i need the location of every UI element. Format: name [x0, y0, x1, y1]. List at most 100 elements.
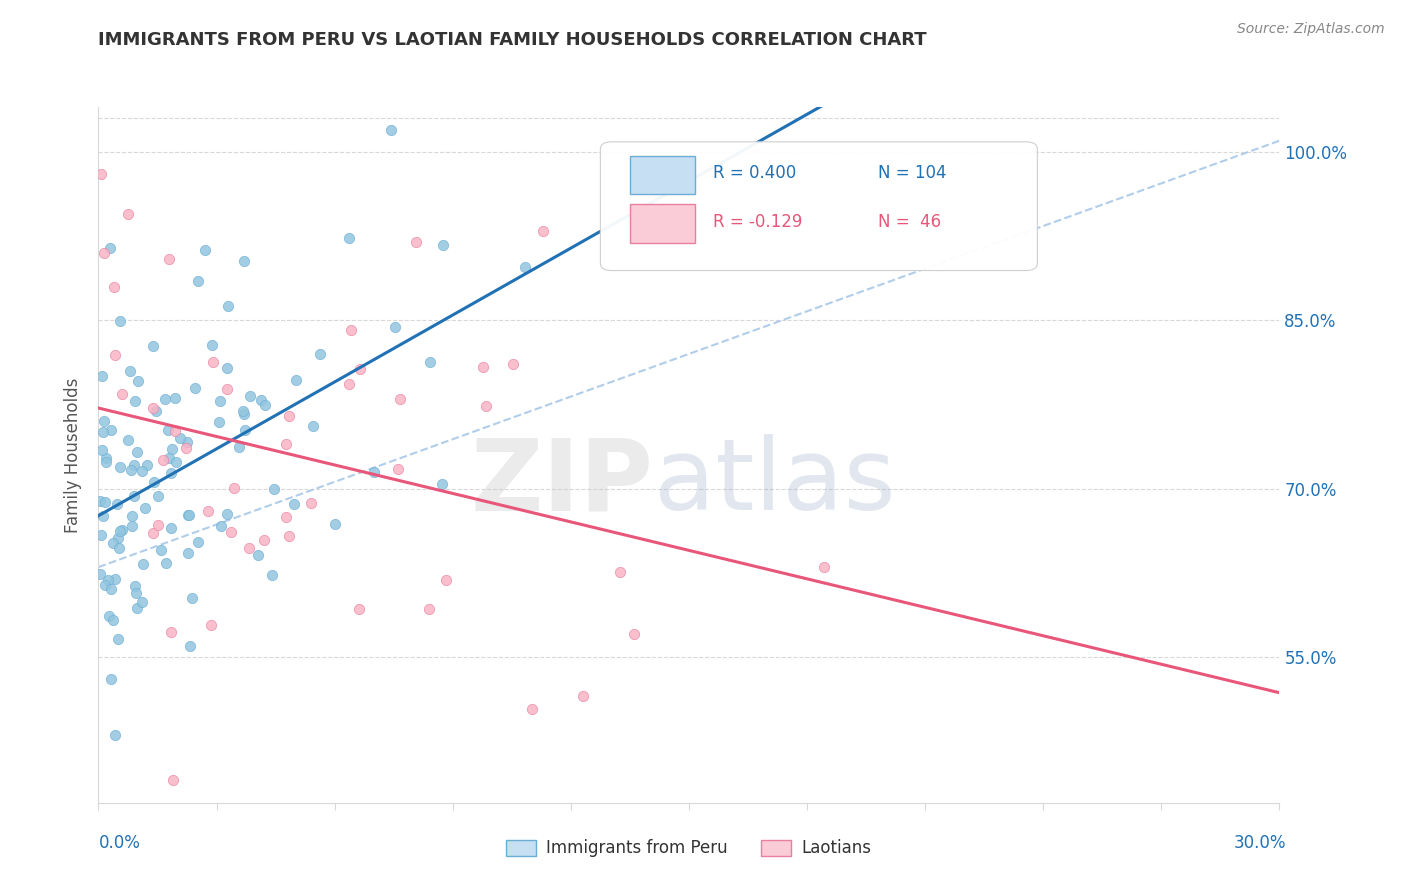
Point — [117, 207, 139, 221]
Point — [94, 450, 117, 465]
Point — [117, 434, 139, 448]
Point — [107, 531, 129, 545]
Point — [91, 425, 114, 439]
Point — [246, 549, 269, 563]
Point — [100, 673, 122, 687]
Point — [299, 496, 322, 510]
Point — [221, 525, 243, 540]
FancyBboxPatch shape — [600, 142, 1038, 270]
Point — [165, 455, 187, 469]
Point — [104, 729, 127, 743]
Point — [363, 465, 385, 479]
Point — [337, 230, 360, 244]
Point — [201, 338, 224, 352]
Point — [160, 624, 183, 639]
Point — [120, 463, 142, 477]
Point — [405, 235, 427, 249]
Point — [177, 546, 200, 560]
Point — [215, 382, 238, 396]
Point — [384, 320, 406, 334]
Point — [155, 392, 177, 406]
Point — [302, 418, 325, 433]
Point — [262, 568, 284, 582]
Point — [111, 387, 134, 401]
Point — [105, 497, 128, 511]
Point — [217, 361, 239, 376]
Point — [215, 507, 238, 521]
Point — [813, 560, 835, 574]
Text: R = 0.400: R = 0.400 — [713, 164, 796, 182]
Point — [103, 536, 125, 550]
Point — [155, 556, 177, 570]
Point — [263, 482, 285, 496]
Point — [148, 517, 170, 532]
Point — [165, 391, 187, 405]
Point — [239, 389, 262, 403]
Point — [108, 524, 131, 538]
Point — [197, 504, 219, 518]
Point — [157, 423, 180, 437]
Point — [623, 627, 645, 641]
Point — [434, 573, 457, 587]
Point — [131, 465, 153, 479]
Point — [135, 458, 157, 472]
Point — [217, 299, 239, 313]
Point — [323, 517, 346, 532]
Text: N = 104: N = 104 — [877, 164, 946, 182]
Point — [150, 543, 173, 558]
Point — [159, 451, 181, 466]
Point — [209, 519, 232, 533]
Point — [91, 508, 114, 523]
Text: 30.0%: 30.0% — [1234, 834, 1286, 852]
Point — [90, 443, 112, 458]
Point — [132, 557, 155, 571]
Point — [176, 434, 198, 449]
Point — [157, 252, 180, 267]
Point — [232, 254, 254, 268]
Point — [98, 241, 121, 255]
Point — [118, 364, 141, 378]
Point — [142, 401, 165, 415]
Point — [143, 475, 166, 490]
Point — [163, 424, 186, 438]
Point — [93, 414, 115, 428]
Point — [513, 260, 536, 275]
Text: IMMIGRANTS FROM PERU VS LAOTIAN FAMILY HOUSEHOLDS CORRELATION CHART: IMMIGRANTS FROM PERU VS LAOTIAN FAMILY H… — [98, 31, 927, 49]
Point — [162, 773, 184, 788]
Point — [531, 224, 554, 238]
Point — [103, 348, 125, 362]
Point — [208, 394, 231, 409]
Point — [475, 399, 498, 413]
Point — [179, 639, 201, 653]
Point — [276, 509, 298, 524]
Point — [339, 323, 361, 337]
Point — [121, 508, 143, 523]
Point — [124, 394, 146, 409]
Point — [122, 458, 145, 472]
Legend: Immigrants from Peru, Laotians: Immigrants from Peru, Laotians — [499, 833, 879, 864]
Point — [89, 567, 111, 582]
Text: atlas: atlas — [654, 434, 896, 532]
Point — [238, 541, 260, 556]
Point — [134, 501, 156, 516]
Point — [124, 586, 146, 600]
Point — [177, 508, 200, 523]
Point — [253, 398, 276, 412]
Point — [472, 360, 495, 375]
Point — [200, 618, 222, 632]
Point — [187, 274, 209, 288]
Point — [228, 440, 250, 454]
Point — [609, 565, 631, 579]
Point — [127, 600, 149, 615]
Point — [104, 572, 127, 586]
Point — [309, 347, 332, 361]
Point — [389, 392, 412, 407]
Point — [233, 407, 256, 421]
Point — [418, 601, 440, 615]
Point — [380, 123, 402, 137]
Point — [103, 613, 125, 627]
Point — [250, 393, 273, 408]
Point — [419, 354, 441, 368]
Point — [93, 246, 115, 260]
Point — [100, 582, 122, 596]
